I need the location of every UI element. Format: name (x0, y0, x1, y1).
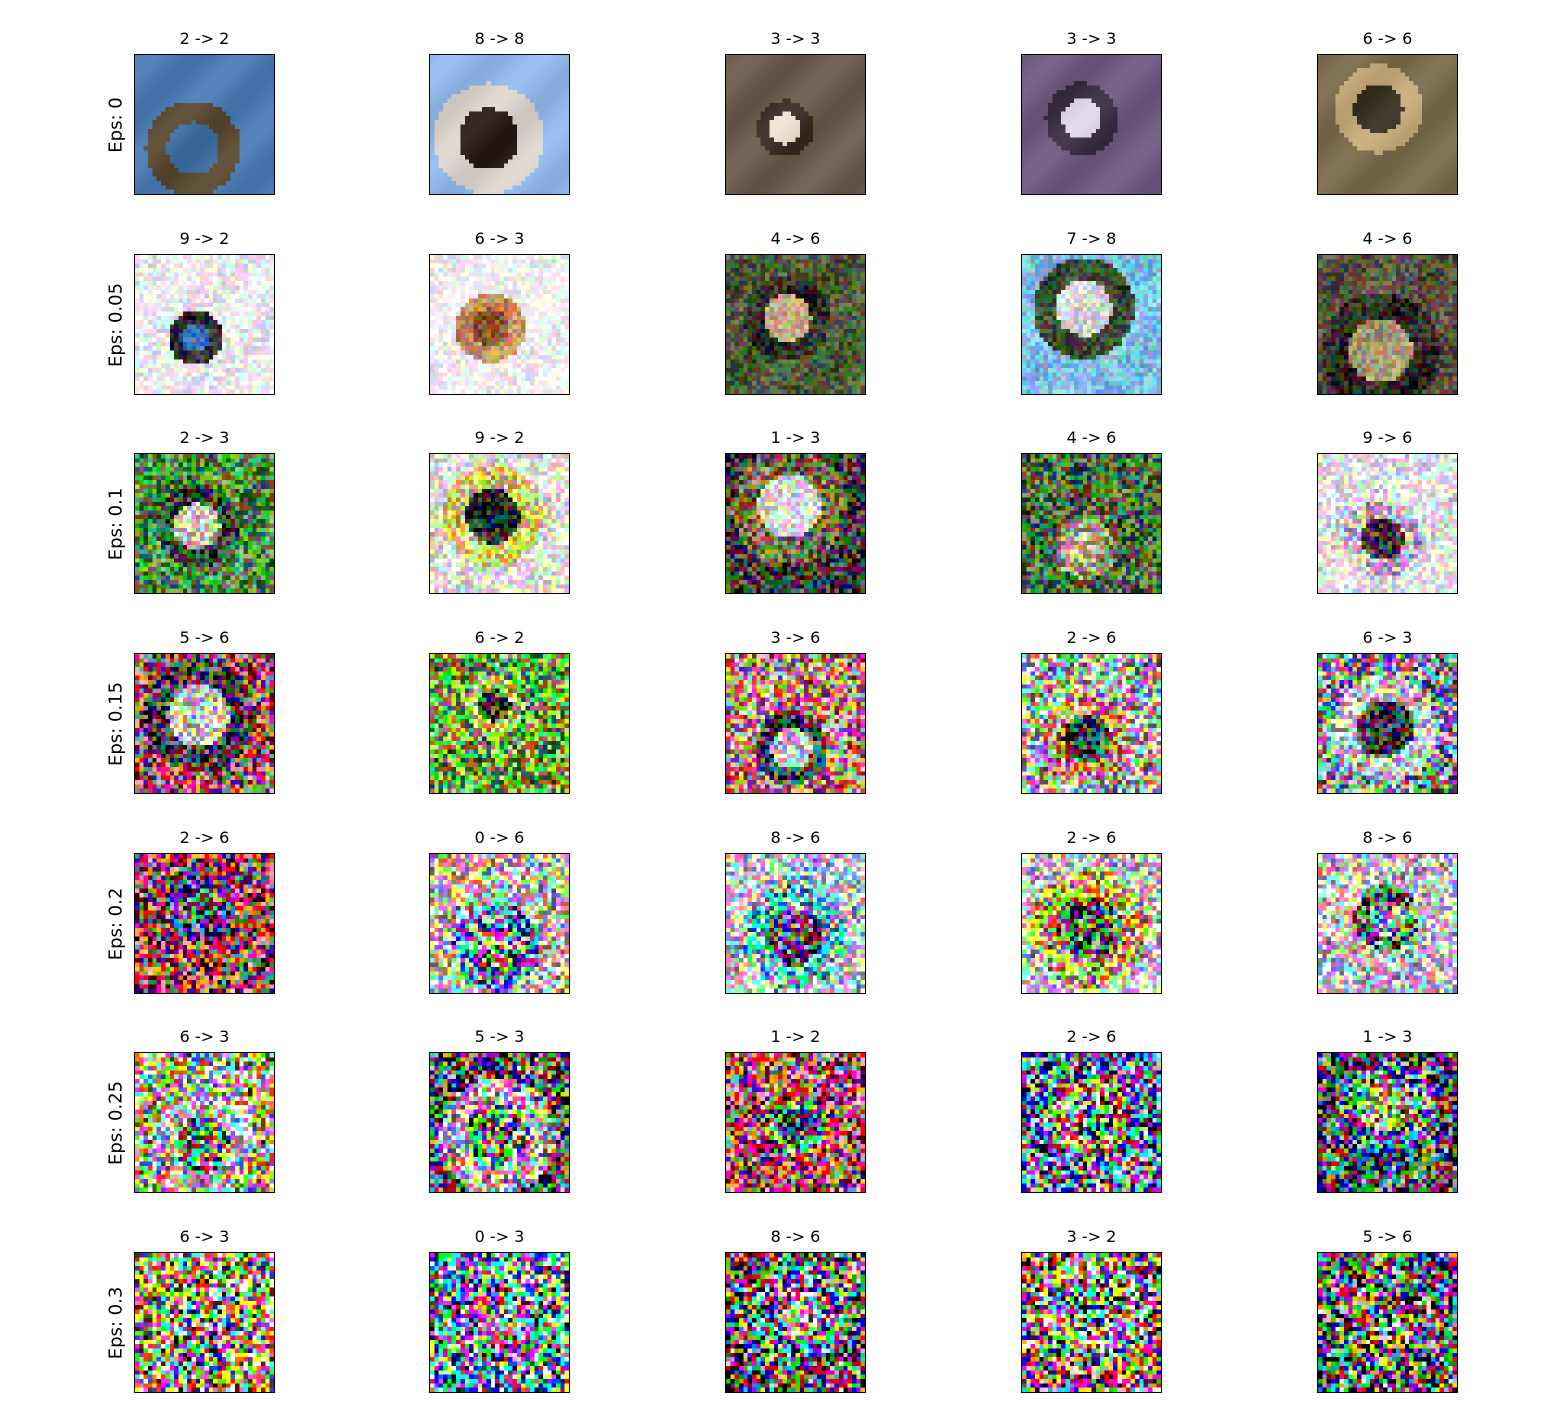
tile-title: 4 -> 6 (770, 229, 821, 248)
row-label: Eps: 0.2 (105, 887, 127, 960)
sample-image-bird-white (1021, 853, 1162, 994)
tile-title: 0 -> 3 (474, 1227, 525, 1246)
sample-image-plane-noise (429, 853, 570, 994)
sample-image-dog-noisy (134, 653, 275, 794)
tile-title: 2 -> 6 (1066, 1027, 1117, 1046)
row-label: Eps: 0 (105, 96, 127, 153)
tile-title: 1 -> 2 (770, 1027, 821, 1046)
tile-title: 8 -> 8 (474, 29, 525, 48)
tile-title: 6 -> 3 (179, 1227, 230, 1246)
tile-title: 6 -> 3 (474, 229, 525, 248)
sample-image-deer-camouflage (1317, 254, 1458, 395)
tile-title: 6 -> 2 (474, 628, 525, 647)
sample-image-frog-heavy (134, 1052, 275, 1193)
tile-title: 9 -> 2 (179, 229, 230, 248)
row-label: Eps: 0.15 (105, 681, 127, 766)
tile-title: 2 -> 3 (179, 428, 230, 447)
sample-image-cat-noisy (725, 653, 866, 794)
sample-image-car-dark (725, 453, 866, 594)
tile-title: 2 -> 6 (1066, 828, 1117, 847)
sample-image-frog-grass (429, 653, 570, 794)
sample-image-bird-in-sky (134, 54, 275, 195)
tile-title: 8 -> 6 (770, 828, 821, 847)
sample-image-deer-field (1021, 453, 1162, 594)
tile-title: 0 -> 6 (474, 828, 525, 847)
tile-title: 6 -> 3 (1362, 628, 1413, 647)
tile-title: 3 -> 3 (770, 29, 821, 48)
tile-title: 8 -> 6 (770, 1227, 821, 1246)
sample-image-car-red (725, 1052, 866, 1193)
tile-title: 6 -> 3 (179, 1027, 230, 1046)
tile-title: 2 -> 6 (1066, 628, 1117, 647)
row-label: Eps: 0.05 (105, 282, 127, 367)
sample-image-bird-noise (134, 853, 275, 994)
sample-image-horse (1021, 254, 1162, 395)
tile-title: 8 -> 6 (1362, 828, 1413, 847)
sample-image-frog-on-white (429, 254, 570, 395)
tile-title: 2 -> 6 (179, 828, 230, 847)
tile-title: 7 -> 8 (1066, 229, 1117, 248)
sample-image-plane-max (429, 1252, 570, 1393)
tile-title: 5 -> 6 (179, 628, 230, 647)
row-label: Eps: 0.25 (105, 1080, 127, 1165)
sample-image-kitten-purple (1021, 54, 1162, 195)
sample-image-ship-max (725, 1252, 866, 1393)
sample-image-deer-in-grass (725, 254, 866, 395)
tile-title: 9 -> 6 (1362, 428, 1413, 447)
tile-title: 3 -> 3 (1066, 29, 1117, 48)
sample-image-car-yellow (1317, 1052, 1458, 1193)
tile-title: 3 -> 2 (1066, 1227, 1117, 1246)
sample-image-kitten (725, 54, 866, 195)
row-label: Eps: 0.3 (105, 1286, 127, 1359)
sample-image-cat-max (1021, 1252, 1162, 1393)
sample-image-truck (134, 254, 275, 395)
sample-image-ship-noise (725, 853, 866, 994)
tile-title: 9 -> 2 (474, 428, 525, 447)
sample-image-dog-heavy (429, 1052, 570, 1193)
tile-title: 5 -> 6 (1362, 1227, 1413, 1246)
tile-title: 4 -> 6 (1066, 428, 1117, 447)
sample-image-ship-white (1317, 853, 1458, 994)
sample-image-ship (429, 54, 570, 195)
tile-title: 1 -> 3 (1362, 1027, 1413, 1046)
sample-image-frog-max (134, 1252, 275, 1393)
sample-image-truck-dark (429, 453, 570, 594)
sample-image-frog-dark (1317, 653, 1458, 794)
tile-title: 3 -> 6 (770, 628, 821, 647)
sample-image-truck-white (1317, 453, 1458, 594)
tile-title: 2 -> 2 (179, 29, 230, 48)
tile-title: 1 -> 3 (770, 428, 821, 447)
sample-image-bird-green (134, 453, 275, 594)
sample-image-frog (1317, 54, 1458, 195)
sample-image-dog-max (1317, 1252, 1458, 1393)
tile-title: 4 -> 6 (1362, 229, 1413, 248)
tile-title: 6 -> 6 (1362, 29, 1413, 48)
sample-image-bird-blue (1021, 1052, 1162, 1193)
tile-title: 5 -> 3 (474, 1027, 525, 1046)
sample-image-bird-branch (1021, 653, 1162, 794)
row-label: Eps: 0.1 (105, 487, 127, 560)
